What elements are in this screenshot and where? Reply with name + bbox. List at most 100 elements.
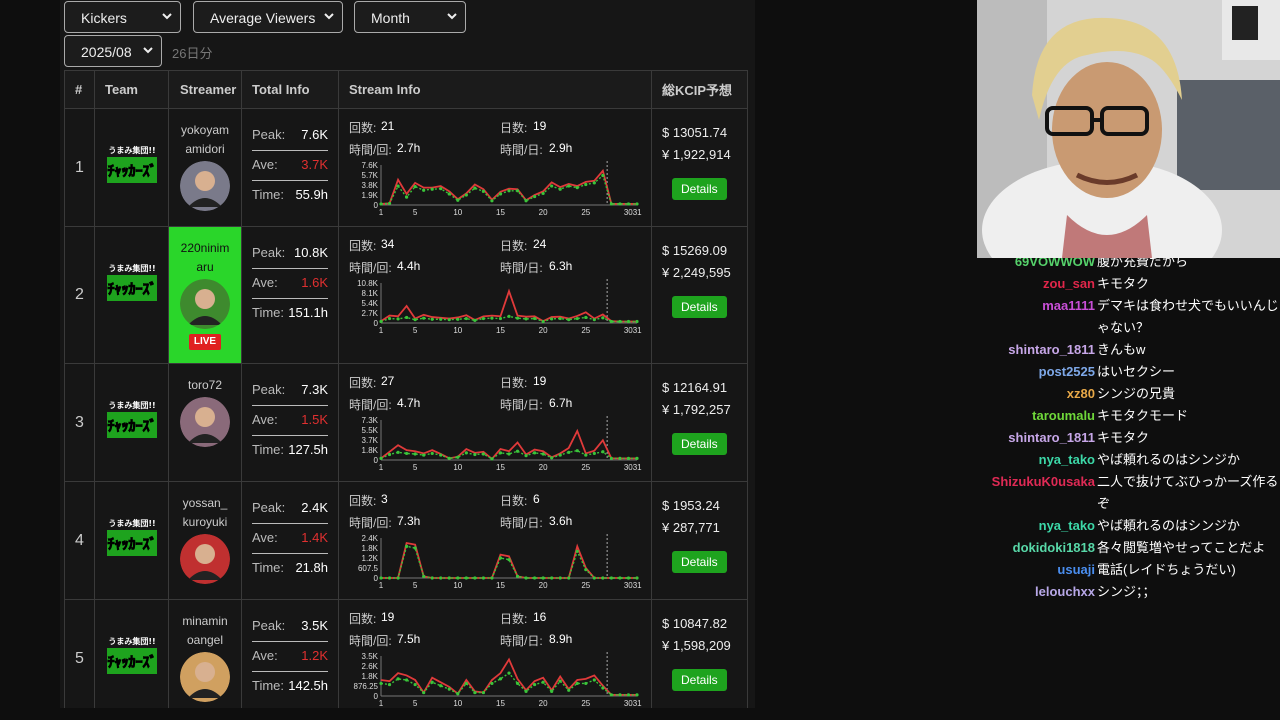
streamer-cell[interactable]: yokoyam amidori bbox=[168, 108, 242, 227]
streamer-avatar[interactable] bbox=[180, 161, 230, 211]
streamer-row[interactable]: 1 うまみ集団!! ﾁｬｯｶｰｽﾞ yokoyam amidori Peak: 7.6K Av… bbox=[64, 108, 748, 227]
peak-label: Peak: bbox=[252, 382, 286, 397]
streamer-row[interactable]: 4 うまみ集団!! ﾁｬｯｶｰｽﾞ yossan_ kuroyuki Peak: 2.4K A… bbox=[64, 481, 748, 600]
per-stream-label: 時間/回: bbox=[349, 516, 392, 530]
details-button[interactable]: Details bbox=[672, 296, 727, 318]
streamer-row[interactable]: 5 うまみ集団!! ﾁｬｯｶｰｽﾞ minamin oangel Peak: 3.5K Ave… bbox=[64, 599, 748, 708]
average-viewers-point bbox=[439, 187, 443, 191]
chat-username[interactable]: lelouchxx bbox=[1035, 584, 1095, 599]
x-tick-label: 25 bbox=[581, 208, 590, 217]
chat-username[interactable]: taroumalu bbox=[1032, 408, 1095, 423]
peak-viewers-line bbox=[380, 168, 637, 205]
average-viewers-point bbox=[396, 677, 400, 681]
y-tick-label: 1.8K bbox=[362, 672, 379, 681]
month-select[interactable]: 2025/08 bbox=[64, 35, 162, 67]
kcip-usd: $ 13051.74 bbox=[662, 125, 728, 140]
per-day-label: 時間/日: bbox=[500, 398, 543, 412]
average-viewers-point bbox=[396, 450, 400, 454]
chat-username[interactable]: usuaji bbox=[1057, 562, 1095, 577]
chat-username[interactable]: nya_tako bbox=[1038, 452, 1095, 467]
total-info-cell: Peak: 10.8K Ave: 1.6K Time: 151.1h bbox=[241, 226, 339, 364]
average-viewers-point bbox=[609, 319, 613, 324]
svg-text:ﾁｬｯｶｰｽﾞ: ﾁｬｯｶｰｽﾞ bbox=[107, 163, 156, 180]
average-viewers-point bbox=[567, 450, 571, 454]
time-value: 142.5h bbox=[288, 678, 328, 693]
x-tick-label: 10 bbox=[453, 208, 462, 217]
x-tick-label: 25 bbox=[581, 581, 590, 590]
x-tick-label: 3031 bbox=[624, 463, 642, 472]
x-tick-label: 15 bbox=[496, 208, 505, 217]
y-tick-label: 876.25 bbox=[354, 682, 379, 691]
streamer-row[interactable]: 2 うまみ集団!! ﾁｬｯｶｰｽﾞ 220ninim aru LIVE Peak: 10.8K… bbox=[64, 226, 748, 364]
streamer-cell[interactable]: toro72 bbox=[168, 363, 242, 482]
streamer-avatar[interactable] bbox=[180, 534, 230, 584]
details-button[interactable]: Details bbox=[672, 551, 727, 573]
col-stream-info[interactable]: Stream Info bbox=[338, 70, 652, 109]
metric-select[interactable]: Average Viewers bbox=[193, 1, 343, 33]
chat-username[interactable]: ShizukuK0usaka bbox=[991, 474, 1095, 489]
average-viewers-point bbox=[524, 199, 528, 203]
chat-username[interactable]: 69VOWWOW bbox=[1014, 258, 1095, 269]
chat-text: 腹が充費だから bbox=[1097, 258, 1189, 269]
chat-username[interactable]: shintaro_1811 bbox=[1008, 430, 1095, 445]
team-logo: うまみ集団!! ﾁｬｯｶｰｽﾞ bbox=[106, 263, 157, 301]
average-viewers-point bbox=[490, 199, 494, 203]
ranking-table: # Team Streamer Total Info Stream Info 総… bbox=[64, 70, 748, 708]
chat-message: xz80 シンジの兄貴 bbox=[976, 383, 1280, 405]
details-button[interactable]: Details bbox=[672, 669, 727, 691]
streamer-avatar[interactable] bbox=[180, 652, 230, 702]
days-label: 日数: bbox=[500, 612, 528, 626]
col-rank[interactable]: # bbox=[64, 70, 95, 109]
streamer-avatar[interactable] bbox=[180, 397, 230, 447]
count-value: 34 bbox=[381, 237, 395, 251]
average-viewers-point bbox=[473, 690, 477, 695]
average-viewers-point bbox=[507, 314, 511, 318]
y-tick-label: 0 bbox=[374, 574, 379, 583]
streamer-row[interactable]: 3 うまみ集団!! ﾁｬｯｶｰｽﾞ toro72 Peak: 7.3K Ave: 1.5K Ti… bbox=[64, 363, 748, 482]
details-button[interactable]: Details bbox=[672, 178, 727, 200]
col-team[interactable]: Team bbox=[94, 70, 169, 109]
streamer-cell[interactable]: 220ninim aru LIVE bbox=[168, 226, 242, 364]
period-select[interactable]: Month bbox=[354, 1, 466, 33]
svg-text:ﾁｬｯｶｰｽﾞ: ﾁｬｯｶｰｽﾞ bbox=[107, 418, 156, 435]
col-total-info[interactable]: Total Info bbox=[241, 70, 339, 109]
svg-text:ﾁｬｯｶｰｽﾞ: ﾁｬｯｶｰｽﾞ bbox=[107, 654, 156, 671]
chat-username[interactable]: post2525 bbox=[1038, 364, 1095, 379]
y-tick-label: 2.4K bbox=[362, 534, 379, 543]
x-tick-label: 25 bbox=[581, 699, 590, 708]
chat-username[interactable]: dokidoki1818 bbox=[1012, 540, 1095, 555]
days-label: 日数: bbox=[500, 121, 528, 135]
average-viewers-point bbox=[430, 451, 434, 456]
average-viewers-point bbox=[507, 671, 511, 675]
time-value: 55.9h bbox=[295, 187, 328, 202]
details-button[interactable]: Details bbox=[672, 433, 727, 455]
average-viewers-point bbox=[464, 451, 468, 455]
time-label: Time: bbox=[252, 560, 285, 575]
x-tick-label: 20 bbox=[539, 699, 548, 708]
col-kcip[interactable]: 総KCIP予想 bbox=[651, 70, 748, 109]
chat-username[interactable]: zou_san bbox=[1042, 276, 1095, 291]
total-info-cell: Peak: 2.4K Ave: 1.4K Time: 21.8h bbox=[241, 481, 339, 600]
streamer-cell[interactable]: minamin oangel bbox=[168, 599, 242, 708]
chat-message: nya_tako やば頼れるのはシンジか bbox=[976, 449, 1280, 471]
chevron-down-icon bbox=[324, 13, 334, 20]
chat-username[interactable]: xz80 bbox=[1066, 386, 1095, 401]
col-streamer[interactable]: Streamer bbox=[168, 70, 242, 109]
streamer-cell[interactable]: yossan_ kuroyuki bbox=[168, 481, 242, 600]
streamer-name-line1: yossan_ bbox=[182, 496, 228, 510]
kcip-jpy: ¥ 287,771 bbox=[662, 520, 720, 535]
average-viewers-point bbox=[575, 316, 579, 321]
y-tick-label: 7.6K bbox=[362, 161, 379, 170]
chat-username[interactable]: nya_tako bbox=[1038, 518, 1095, 533]
average-viewers-point bbox=[601, 450, 605, 454]
group-select[interactable]: Kickers bbox=[64, 1, 181, 33]
average-viewers-point bbox=[473, 452, 477, 457]
ave-value: 1.2K bbox=[301, 648, 328, 663]
average-viewers-point bbox=[379, 202, 383, 206]
chat-username[interactable]: maa1111 bbox=[1042, 298, 1095, 313]
streamer-avatar[interactable] bbox=[180, 279, 230, 329]
chat-username[interactable]: shintaro_1811 bbox=[1008, 342, 1095, 357]
average-viewers-point bbox=[481, 690, 485, 695]
chat-text: シンジの兄貴 bbox=[1097, 386, 1176, 401]
average-viewers-point bbox=[575, 449, 579, 453]
